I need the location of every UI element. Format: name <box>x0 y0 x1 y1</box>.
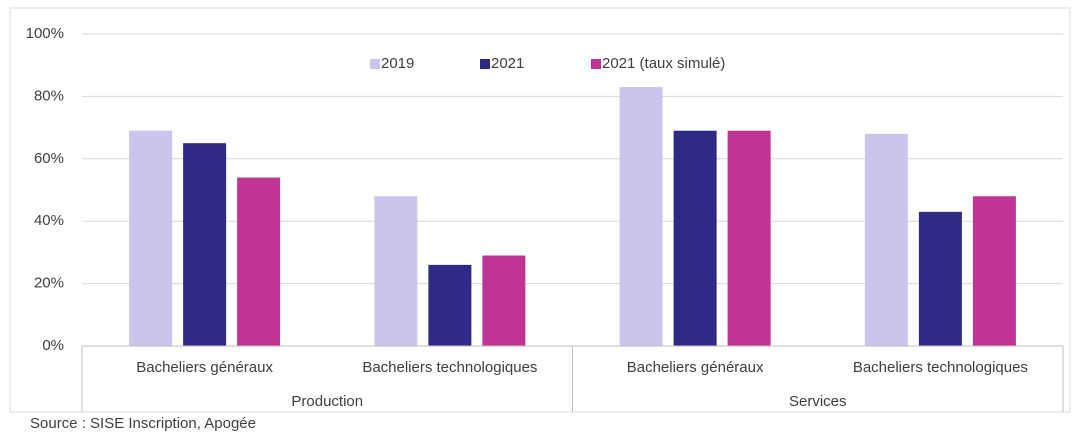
bar <box>972 196 1016 346</box>
bar <box>619 87 663 346</box>
x-tick-label: Bacheliers technologiques <box>362 359 537 376</box>
group-label: Services <box>789 393 847 410</box>
y-tick-label: 0% <box>42 337 64 354</box>
bar <box>428 264 472 346</box>
bar <box>129 130 173 346</box>
chart-border <box>9 7 1071 413</box>
legend-swatch <box>370 59 380 69</box>
y-tick-label: 40% <box>34 212 64 229</box>
legend-swatch <box>591 59 601 69</box>
legend-label: 2021 (taux simulé) <box>602 55 725 72</box>
y-tick-label: 20% <box>34 275 64 292</box>
bar <box>482 255 526 346</box>
bar <box>673 130 717 346</box>
source-note: Source : SISE Inscription, Apogée <box>30 415 256 432</box>
x-tick-label: Bacheliers généraux <box>136 359 273 376</box>
x-tick-label: Bacheliers généraux <box>627 359 764 376</box>
legend-swatch <box>480 59 490 69</box>
group-label: Production <box>291 393 363 410</box>
bar <box>183 143 227 346</box>
bar <box>237 177 281 346</box>
x-tick-label: Bacheliers technologiques <box>853 359 1028 376</box>
legend-label: 2019 <box>381 55 414 72</box>
y-tick-label: 60% <box>34 150 64 167</box>
bar <box>727 130 771 346</box>
y-tick-label: 80% <box>34 87 64 104</box>
y-tick-label: 100% <box>26 25 64 42</box>
bar <box>374 196 418 346</box>
legend-label: 2021 <box>491 55 524 72</box>
bar <box>864 133 908 346</box>
bar <box>918 211 962 346</box>
